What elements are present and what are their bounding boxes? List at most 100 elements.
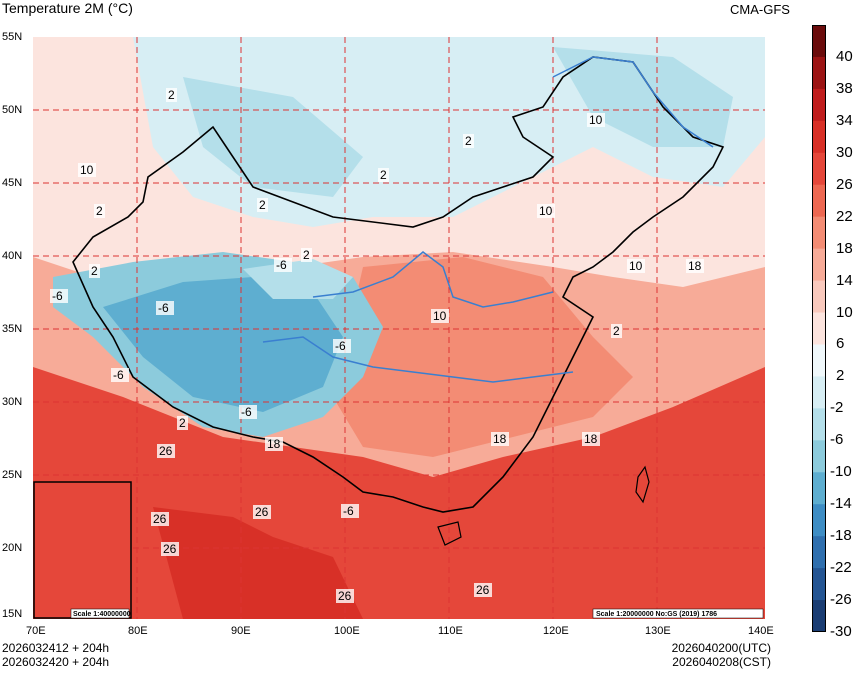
colorbar-segment [812,376,826,409]
lat-label: 35N [2,323,23,335]
contour-label: 10 [80,163,94,177]
yellow-river [312,251,554,308]
valid-time-cst: 2026040208(CST) [672,655,771,669]
lat-label: 55N [2,31,23,43]
contour-labels: 2 2 2 2 10 2 2 -6 -6 -6 2 -6 10 2 -6 18 26 26 26 26 18 18 18 10… [50,88,704,603]
amur-river [552,56,714,148]
lon-label: 90E [231,625,251,637]
contour-label-bg [587,113,605,127]
contour-label-bg [151,512,169,526]
lat-lon-grid [33,37,765,619]
colorbar-segment [812,568,826,601]
colorbar-label: -2 [830,399,844,417]
colorbar-label: 2 [836,367,845,385]
contour-label-bg [582,432,600,446]
lon-label: 110E [438,625,463,637]
contour-label: 26 [163,542,177,556]
contour-label-bg [686,259,704,273]
colorbar-segment [812,25,826,58]
contour-label-bg [161,542,179,556]
contour-label: 2 [168,88,175,102]
cold-mongolia [183,77,363,197]
contour-label-bg [341,504,359,518]
contour-label-bg [431,309,449,323]
contour-label: -6 [343,504,354,518]
contour-label-bg [611,324,622,338]
contour-label-bg [111,368,129,382]
contour-label: 18 [493,432,507,446]
lon-label: 70E [26,625,46,637]
contour-label: -6 [276,258,287,272]
colorbar-segment [812,344,826,377]
colorbar-label: 38 [836,79,853,97]
contour-label-bg [157,444,175,458]
contour-label: 2 [91,264,98,278]
colorbar-label: -18 [830,527,852,545]
scale-box-main [592,608,764,619]
colorbar-segment [812,600,826,633]
contour-label: -6 [158,301,169,315]
colorbar-label: 18 [836,239,853,257]
colorbar-label: -30 [830,623,852,640]
contour-label-bg [94,204,105,218]
colorbar [812,25,826,633]
lat-label: 20N [2,542,23,554]
colorbar-segment [812,88,826,122]
contour-label-bg [301,248,312,262]
scale-text-main: Scale 1:20000000 No:GS (2019) 1786 [596,611,717,618]
colorbar-label: 34 [836,111,853,129]
contour-label-bg [333,339,351,353]
colorbar-segment [812,280,826,314]
scale-text-inset: Scale 1:40000000 [73,611,131,618]
contour-label: 2 [613,324,620,338]
contour-label: 10 [629,259,643,273]
colorbar-label: 6 [836,335,845,353]
contour-label: -6 [241,405,252,419]
contour-label-bg [239,405,257,419]
contour-label: 26 [476,583,490,597]
colorbar-label: 10 [836,303,853,321]
init-time-utc: 2026032412 + 204h [2,641,110,655]
colorbar-label: -26 [830,591,852,609]
contour-label: -6 [52,289,63,303]
colorbar-label: -6 [830,431,844,449]
contour-label: 2 [380,168,387,182]
contour-label: 10 [433,309,447,323]
colorbar-segment [812,408,826,441]
contour-label-bg [463,134,474,148]
valid-time-utc: 2026040200(UTC) [671,641,771,655]
contour-label: 18 [267,437,281,451]
lat-label: 15N [2,608,23,620]
contour-label-bg [156,301,174,315]
colorbar-label: 22 [836,207,853,225]
contour-label-bg [474,583,492,597]
colorbar-segment [812,216,826,250]
colorbar-segment [812,184,826,218]
contour-label: -6 [113,368,124,382]
south-china-sea-inset [33,481,132,619]
temperature-map: Scale 1:40000000 Scale 1:20000000 No:GS … [33,37,765,619]
lat-label: 40N [2,250,23,262]
contour-label: 10 [539,204,553,218]
lon-label: 140E [748,625,774,637]
contour-label: 2 [303,248,310,262]
contour-label: -6 [335,339,346,353]
contour-label: 18 [688,259,702,273]
contour-label-bg [627,259,645,273]
colorbar-segment [812,312,826,345]
warm-zone-30 [153,507,363,619]
contour-label: 26 [153,512,167,526]
colorbar-segment [812,152,826,186]
contour-label-bg [336,589,354,603]
scale-box-inset [70,608,130,619]
lat-label: 25N [2,469,23,481]
colorbar-segment [812,504,826,537]
contour-label: 2 [96,204,103,218]
contour-label-bg [78,163,96,177]
contour-label: 26 [338,589,352,603]
qaidam-basin [243,259,353,299]
colorbar-segment [812,56,826,90]
colorbar-segment [812,472,826,505]
colorbar-label: 14 [836,271,853,289]
lon-label: 130E [645,625,671,637]
